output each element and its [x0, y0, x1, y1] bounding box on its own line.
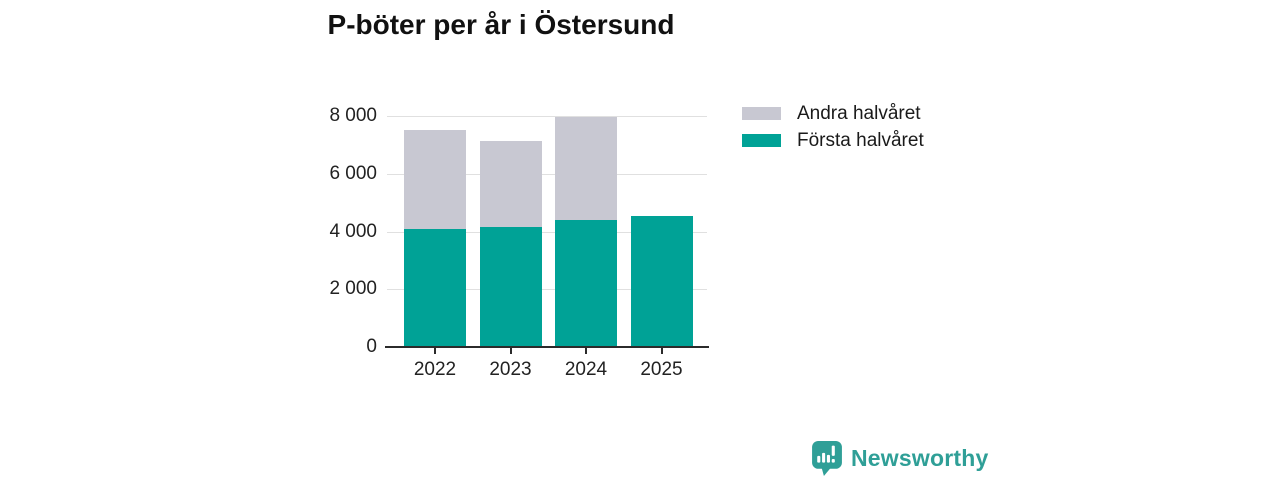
- bar-segment-andra-halvåret-2022: [404, 130, 466, 229]
- legend-label: Andra halvåret: [797, 102, 921, 124]
- chart-title: P-böter per år i Östersund: [327, 9, 675, 40]
- legend-swatch-forsta-halvaret-icon: [742, 134, 781, 147]
- bar-segment-andra-halvåret-2023: [479, 140, 542, 228]
- gridline-6000: [387, 173, 707, 175]
- legend-item-andra-halvaret: Andra halvåret: [742, 100, 924, 127]
- legend-item-forsta-halvaret: Första halvåret: [742, 127, 924, 154]
- legend: Andra halvåret Första halvåret: [742, 100, 924, 154]
- x-axis-tick-label: 2025: [640, 359, 683, 380]
- bar-segment-första-halvåret-2023: [479, 227, 542, 347]
- x-axis-tick-2022: [434, 348, 436, 354]
- x-axis-tick-2025: [660, 348, 663, 354]
- y-axis-tick-label: 6 000: [329, 162, 377, 184]
- bar-segment-första-halvåret-2024: [555, 219, 617, 347]
- y-axis-tick-label: 8 000: [329, 105, 377, 126]
- gridline-4000: [387, 231, 707, 233]
- bar-segment-första-halvåret-2022: [404, 228, 466, 347]
- bar-segment-första-halvåret-2025: [630, 215, 693, 347]
- x-axis-line: [385, 346, 709, 348]
- legend-swatch-andra-halvaret-icon: [742, 107, 781, 120]
- y-axis-tick-label: 0: [366, 336, 377, 357]
- gridline-8000: [387, 116, 707, 117]
- y-axis-tick-label: 2 000: [329, 278, 377, 300]
- newsworthy-branding: Newsworthy: [812, 441, 988, 476]
- bar-segment-andra-halvåret-2024: [555, 117, 617, 220]
- legend-label: Första halvåret: [797, 129, 924, 151]
- newsworthy-logo-text: Newsworthy: [851, 445, 989, 471]
- x-axis-tick-2024: [585, 348, 587, 354]
- x-axis-tick-label: 2022: [413, 359, 457, 380]
- x-axis-tick-label: 2023: [489, 359, 532, 380]
- plot-area: 0 2 000 4 000 6 000 8 000 2022 2023 2024 2025: [329, 105, 709, 380]
- y-axis-tick-label: 4 000: [329, 220, 377, 242]
- x-axis-tick-label: 2024: [564, 359, 608, 380]
- newsworthy-speech-bubble-bar-chart-icon: [812, 441, 842, 476]
- gridline-2000: [387, 289, 707, 291]
- x-axis-tick-2023: [509, 348, 512, 354]
